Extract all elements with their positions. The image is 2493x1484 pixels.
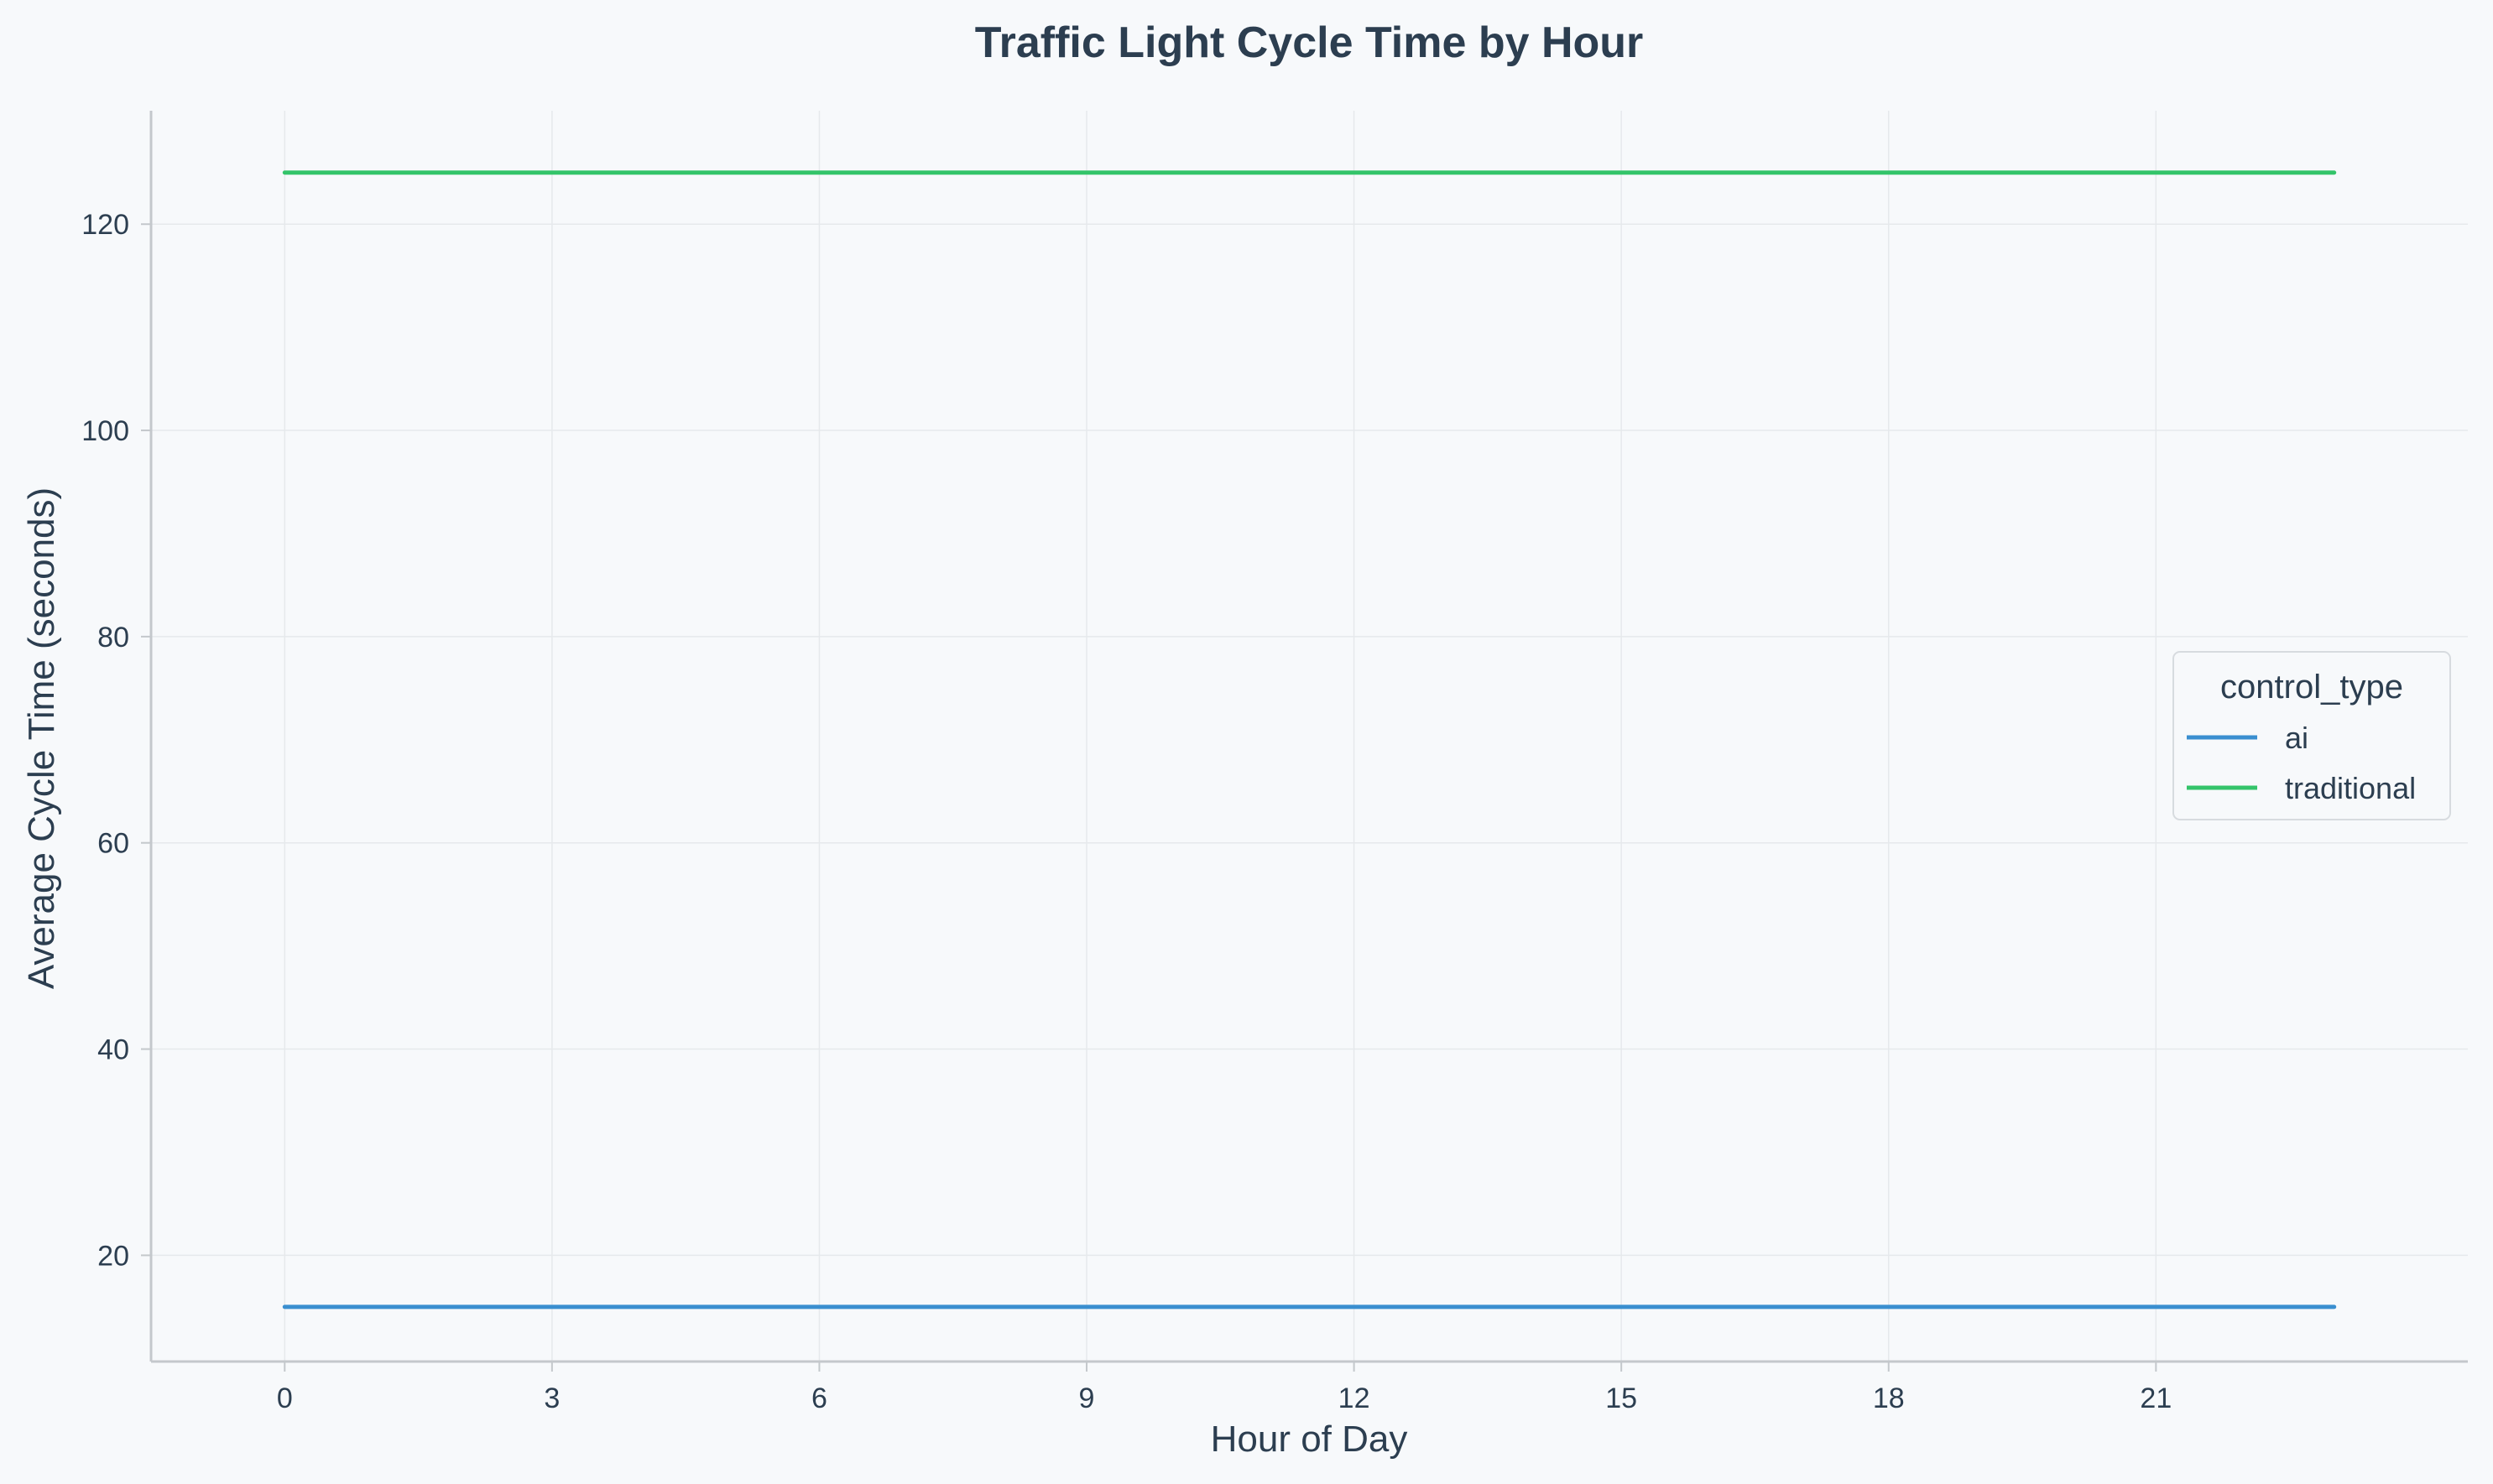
- legend-title: control_type: [2220, 669, 2403, 706]
- series-layer: [282, 170, 2337, 1310]
- x-axis-label: Hour of Day: [1211, 1419, 1408, 1460]
- legend-label-ai: ai: [2285, 721, 2308, 755]
- x-tick-label: 3: [544, 1382, 560, 1414]
- x-tick-label: 12: [1338, 1382, 1370, 1414]
- chart-title: Traffic Light Cycle Time by Hour: [975, 18, 1644, 67]
- y-tick-label: 100: [81, 415, 129, 447]
- x-tick-label: 6: [811, 1382, 827, 1414]
- y-tick-label: 80: [97, 622, 129, 653]
- y-tick-label: 40: [97, 1034, 129, 1066]
- legend-label-traditional: traditional: [2285, 771, 2416, 805]
- y-tick-label: 60: [97, 828, 129, 860]
- x-tick-label: 0: [277, 1382, 293, 1414]
- grid-lines: [151, 111, 2468, 1362]
- y-axis-label: Average Cycle Time (seconds): [21, 487, 62, 989]
- x-tick-label: 15: [1605, 1382, 1637, 1414]
- y-tick-label: 120: [81, 209, 129, 241]
- x-tick-label: 9: [1079, 1382, 1095, 1414]
- x-axis-ticks: 0 3 6 9 12 15 18 21: [277, 1362, 2172, 1414]
- y-axis-ticks: 20 40 60 80 100 120: [81, 209, 151, 1272]
- legend: control_type ai traditional: [2172, 651, 2451, 820]
- x-tick-label: 21: [2140, 1382, 2172, 1414]
- x-tick-label: 18: [1873, 1382, 1905, 1414]
- legend-box: [2172, 651, 2451, 820]
- y-tick-label: 20: [97, 1240, 129, 1272]
